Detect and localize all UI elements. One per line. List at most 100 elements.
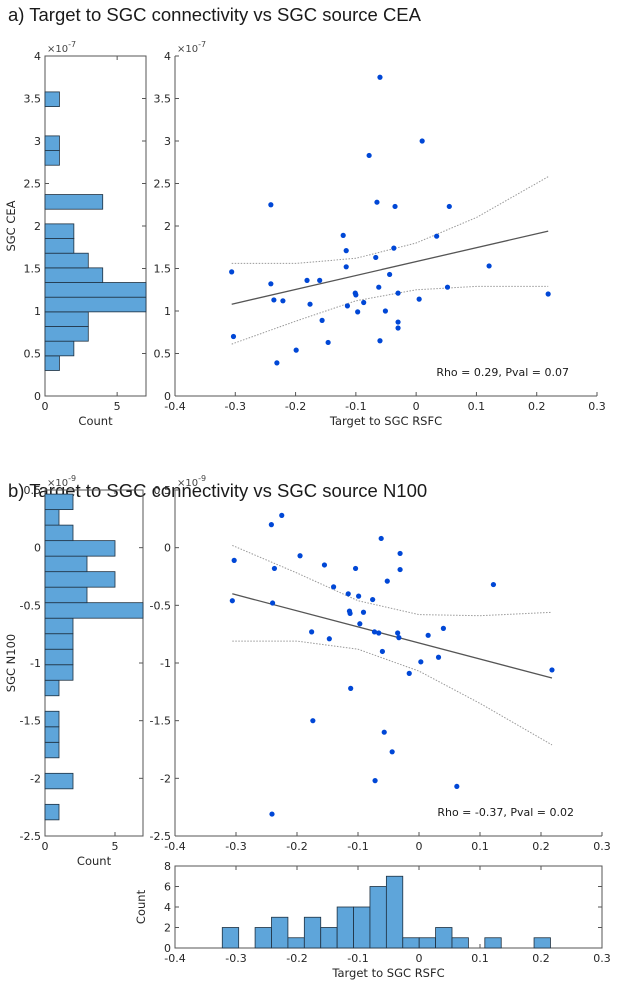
a_hist_y-y-tick-label: 3 <box>34 135 41 148</box>
b_scatter-point <box>395 630 401 636</box>
b_hist_x-bar <box>287 937 305 949</box>
a_hist_y-bar <box>44 135 60 151</box>
b_hist_x-bar <box>484 937 502 949</box>
a_scatter-x-tick-label: 0.2 <box>528 400 546 413</box>
b_scatter-point <box>357 621 363 627</box>
b_scatter-point <box>326 636 332 642</box>
a_scatter-y-tick-label: 1 <box>164 305 171 318</box>
a_hist_y-bar <box>44 194 104 210</box>
a_scatter-point <box>486 263 492 269</box>
b_hist_y-bar <box>44 540 116 557</box>
b_hist_x-bar <box>271 916 289 949</box>
b_hist_x-bar <box>353 906 371 949</box>
b_hist_y-bar <box>44 571 116 588</box>
b_hist_y-y-tick-label: -1.5 <box>20 715 41 728</box>
a_scatter-y-tick-label: 0 <box>164 390 171 403</box>
a_scatter-point <box>382 308 388 314</box>
b_hist_y-bar <box>44 772 74 790</box>
b_scatter-point <box>396 635 402 641</box>
a_hist_y-y-tick-label: 2.5 <box>24 178 42 191</box>
b_hist_y-bar <box>44 726 60 743</box>
b_scatter-point <box>321 562 328 568</box>
b_scatter-y-tick-label: -0.5 <box>150 599 171 612</box>
a_scatter-point <box>395 290 401 296</box>
b_scatter-point <box>297 553 303 559</box>
a_scatter-point <box>361 299 367 306</box>
b_hist_y-bar <box>44 524 74 542</box>
a_scatter-point <box>229 269 235 275</box>
b_scatter-point <box>440 625 446 632</box>
b_scatter-point <box>384 578 390 584</box>
a_hist_y-y-tick-label: 0.5 <box>24 348 42 361</box>
a_hist_y-bar <box>44 238 75 254</box>
a_hist_y-y-tick-label: 1.5 <box>24 263 42 276</box>
b_hist_x-x-tick-label: 0.1 <box>471 952 489 965</box>
b_scatter-point <box>331 584 337 590</box>
b_scatter-point <box>345 591 351 597</box>
b_hist_y-y-tick-label: -2 <box>30 772 41 785</box>
a_scatter-point <box>307 301 313 307</box>
b_scatter-point <box>381 729 387 735</box>
a_scatter-y-tick-label: 1.5 <box>154 263 172 276</box>
b_hist_y-x-label: Count <box>77 854 112 868</box>
b_scatter-point <box>270 600 276 606</box>
a_scatter-point <box>268 202 274 208</box>
b_scatter-x-tick-label: -0.3 <box>225 840 246 853</box>
b_scatter-point <box>372 778 378 784</box>
b_scatter-x-tick-label: 0 <box>416 840 423 853</box>
a_scatter-point <box>373 254 379 261</box>
b_scatter-point <box>376 630 382 636</box>
b_scatter-x-tick-label: 0.3 <box>593 840 611 853</box>
b_scatter-y-tick-label: -1 <box>160 657 171 670</box>
a_scatter-point <box>325 339 331 346</box>
b_hist_x-bar <box>303 916 322 949</box>
b_hist_y-bar <box>44 509 60 526</box>
a_scatter-point <box>377 74 383 80</box>
b_scatter-point <box>360 609 367 615</box>
b_scatter-point <box>378 535 384 542</box>
a_scatter-fit-line <box>231 230 549 305</box>
b_scatter-point <box>435 654 442 660</box>
b_hist_x-y-tick-label: 2 <box>164 922 171 935</box>
b_scatter-point <box>406 670 412 676</box>
b_hist_x-bar <box>533 937 551 949</box>
b_hist_x-bar <box>336 906 354 949</box>
b_hist_y-bar <box>44 741 60 759</box>
b_scatter-point <box>347 610 353 617</box>
a_scatter-point <box>355 309 361 315</box>
b_hist_y-x-tick-label: 5 <box>112 840 119 853</box>
a_hist_y-y-tick-label: 0 <box>34 390 41 403</box>
a_scatter-point <box>340 232 346 238</box>
a_scatter-y-tick-label: 3 <box>164 135 171 148</box>
a_hist_y-y-tick-label: 2 <box>34 220 41 233</box>
a_scatter-x-tick-label: 0.3 <box>588 400 606 413</box>
a_scatter-x-tick-label: -0.4 <box>164 400 185 413</box>
a_hist_y-bar <box>44 340 75 357</box>
b_scatter-point <box>389 749 395 755</box>
a_hist_y-x-tick-label: 5 <box>114 400 121 413</box>
a_scatter-point <box>374 199 380 205</box>
a_hist_y-bar <box>44 223 75 239</box>
b_scatter-y-tick-label: -1.5 <box>150 715 171 728</box>
b_hist_y-y-tick-label: 0 <box>34 542 41 555</box>
b_hist_x-bar <box>385 875 404 949</box>
a_scatter-point <box>274 360 280 366</box>
b_hist_y-y-tick-label: -2.5 <box>20 830 41 843</box>
a_scatter-x-tick-label: -0.2 <box>285 400 306 413</box>
a_scatter-x-tick-label: -0.1 <box>345 400 366 413</box>
a_hist_y-x-label: Count <box>78 414 113 428</box>
b_scatter-x-tick-label: 0.1 <box>471 840 489 853</box>
a_scatter-point <box>280 298 286 304</box>
a_scatter-y-tick-label: 2.5 <box>154 178 172 191</box>
b_scatter-point <box>371 629 378 635</box>
a_scatter-point <box>419 138 425 144</box>
a_scatter-x-label: Target to SGC RSFC <box>329 414 442 428</box>
panel-b-title: b) Target to SGC connectivity vs SGC sou… <box>8 480 428 501</box>
a_scatter-point <box>343 264 349 270</box>
a_scatter-point <box>230 333 237 340</box>
b_hist_y-bar <box>44 648 74 666</box>
b_scatter-point <box>370 596 376 603</box>
b_scatter-point <box>348 685 354 691</box>
a_scatter-y-multiplier: ×10-7 <box>177 40 206 55</box>
b_scatter-point <box>269 811 275 817</box>
